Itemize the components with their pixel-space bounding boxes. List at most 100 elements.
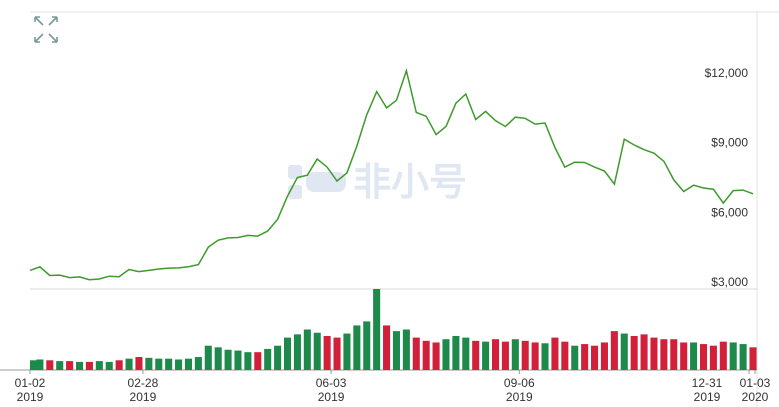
volume-bar <box>442 339 450 370</box>
y-tick-label: $6,000 <box>711 205 748 219</box>
volume-bar <box>333 337 341 370</box>
volume-bar <box>660 339 668 370</box>
volume-bar <box>501 341 509 370</box>
volume-bar <box>36 359 44 370</box>
volume-bar <box>561 341 569 370</box>
volume-bar <box>462 337 470 370</box>
watermark: 非小号 <box>353 162 467 204</box>
volume-bar <box>630 335 638 370</box>
volume-bar <box>581 344 589 370</box>
volume-bar <box>383 325 391 370</box>
x-tick-label: 01-03 2020 <box>740 376 771 404</box>
volume-bar <box>392 331 400 370</box>
volume-bar <box>155 358 163 370</box>
x-tick-label-line: 2019 <box>318 390 345 404</box>
x-tick-label: 02-28 2019 <box>128 376 159 404</box>
volume-bar <box>254 352 262 370</box>
x-tick-label-line: 2020 <box>742 390 769 404</box>
x-tick-label-line: 2019 <box>694 390 721 404</box>
volume-bar <box>95 361 103 370</box>
volume-bar <box>551 337 559 370</box>
volume-bar <box>323 335 331 370</box>
volume-bar <box>234 350 242 370</box>
x-tick-label-line: 01-03 <box>740 376 771 390</box>
volume-bar <box>412 337 420 370</box>
volume-bar <box>85 361 93 370</box>
volume-bar <box>600 342 608 370</box>
volume-bar <box>402 329 410 370</box>
x-tick-label-line: 09-06 <box>504 376 535 390</box>
x-tick-label-line: 2019 <box>506 390 533 404</box>
volume-bar <box>105 361 113 370</box>
volume-bar <box>571 345 579 370</box>
volume-bar <box>274 345 282 370</box>
volume-bar <box>650 337 658 370</box>
volume-bar <box>293 334 301 370</box>
volume-bar <box>194 357 202 370</box>
volume-bar <box>620 333 628 370</box>
x-tick-label: 09-06 2019 <box>504 376 535 404</box>
volume-bar <box>56 361 64 370</box>
volume-bar <box>591 345 599 370</box>
volume-bar <box>66 361 74 370</box>
volume-bar <box>690 342 698 370</box>
volume-bar <box>46 360 54 370</box>
volume-bar <box>135 357 143 370</box>
volume-bar <box>303 329 311 370</box>
volume-bar <box>145 357 153 370</box>
volume-bar <box>175 359 183 370</box>
x-tick-label: 06-03 2019 <box>316 376 347 404</box>
volume-bar <box>640 334 648 370</box>
volume-bar <box>353 325 361 370</box>
volume-bar <box>373 289 381 370</box>
volume-bar <box>432 342 440 370</box>
volume-bar <box>511 339 519 370</box>
volume-bar <box>224 349 232 370</box>
x-tick-label-line: 2019 <box>130 390 157 404</box>
volume-bar <box>75 361 84 370</box>
volume-bar <box>531 342 539 370</box>
volume-bar <box>472 340 480 370</box>
x-tick-label-line: 02-28 <box>128 376 159 390</box>
volume-bar <box>749 347 757 370</box>
volume-bar <box>115 360 123 370</box>
expand-icon[interactable] <box>34 16 58 43</box>
volume-bar <box>699 344 708 370</box>
volume-bar <box>363 321 371 370</box>
volume-bar <box>422 340 430 370</box>
volume-bar <box>491 339 500 370</box>
x-tick-label-line: 06-03 <box>316 376 347 390</box>
volume-bar <box>482 341 490 370</box>
volume-bar <box>244 352 252 370</box>
price-line <box>29 67 754 281</box>
volume-bar <box>739 344 747 370</box>
volume-bar <box>521 340 529 370</box>
y-tick-label: $9,000 <box>711 136 748 150</box>
volume-bar <box>283 337 292 370</box>
x-tick-label: 12-31 2019 <box>692 376 723 404</box>
volume-bar <box>343 333 351 370</box>
volume-bar <box>709 345 717 370</box>
volume-bar <box>165 358 173 370</box>
volume-bar <box>30 360 38 370</box>
volume-bar <box>680 342 688 370</box>
volume-bar <box>214 347 222 370</box>
volume-bar <box>610 331 618 370</box>
volume-bar <box>452 335 460 370</box>
y-tick-label: $12,000 <box>705 66 749 80</box>
y-tick-label: $3,000 <box>711 275 748 289</box>
x-tick-label: 01-02 2019 <box>15 376 46 404</box>
volume-bar <box>264 348 272 370</box>
volume-bar <box>184 358 192 370</box>
x-tick-label-line: 12-31 <box>692 376 723 390</box>
volume-bar <box>719 341 727 370</box>
volume-bar <box>670 339 678 370</box>
x-tick-label-line: 01-02 <box>15 376 46 390</box>
volume-bar <box>541 343 549 370</box>
volume-bar <box>204 345 212 370</box>
volume-bar <box>313 332 321 370</box>
volume-bar <box>729 342 737 370</box>
x-tick-label-line: 2019 <box>17 390 44 404</box>
volume-bar <box>125 358 133 370</box>
